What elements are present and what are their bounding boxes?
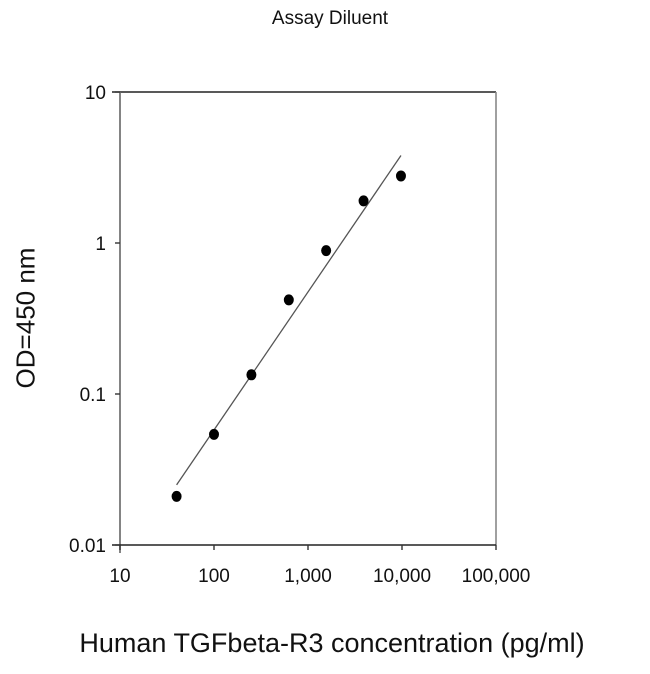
data-point [283,294,294,306]
y-tick-label: 0.1 [80,385,106,406]
y-tick-label: 0.01 [69,536,106,557]
data-point [246,369,257,381]
data-point [321,245,332,257]
data-point [395,170,406,182]
x-tick-label: 1,000 [284,566,332,587]
x-tick-label: 10 [109,566,130,587]
chart-title: Assay Diluent [271,8,389,29]
x-tick-label: 100,000 [462,566,531,587]
data-point [209,428,219,440]
data-point [171,490,182,502]
y-tick-label: 1 [95,234,106,255]
data-point [358,195,369,207]
x-tick-label: 100 [198,566,230,587]
x-axis-label: Human TGFbeta-R3 concentration (pg/ml) [79,628,585,658]
y-tick-label: 10 [85,83,106,104]
x-tick-label: 10,000 [373,566,431,587]
